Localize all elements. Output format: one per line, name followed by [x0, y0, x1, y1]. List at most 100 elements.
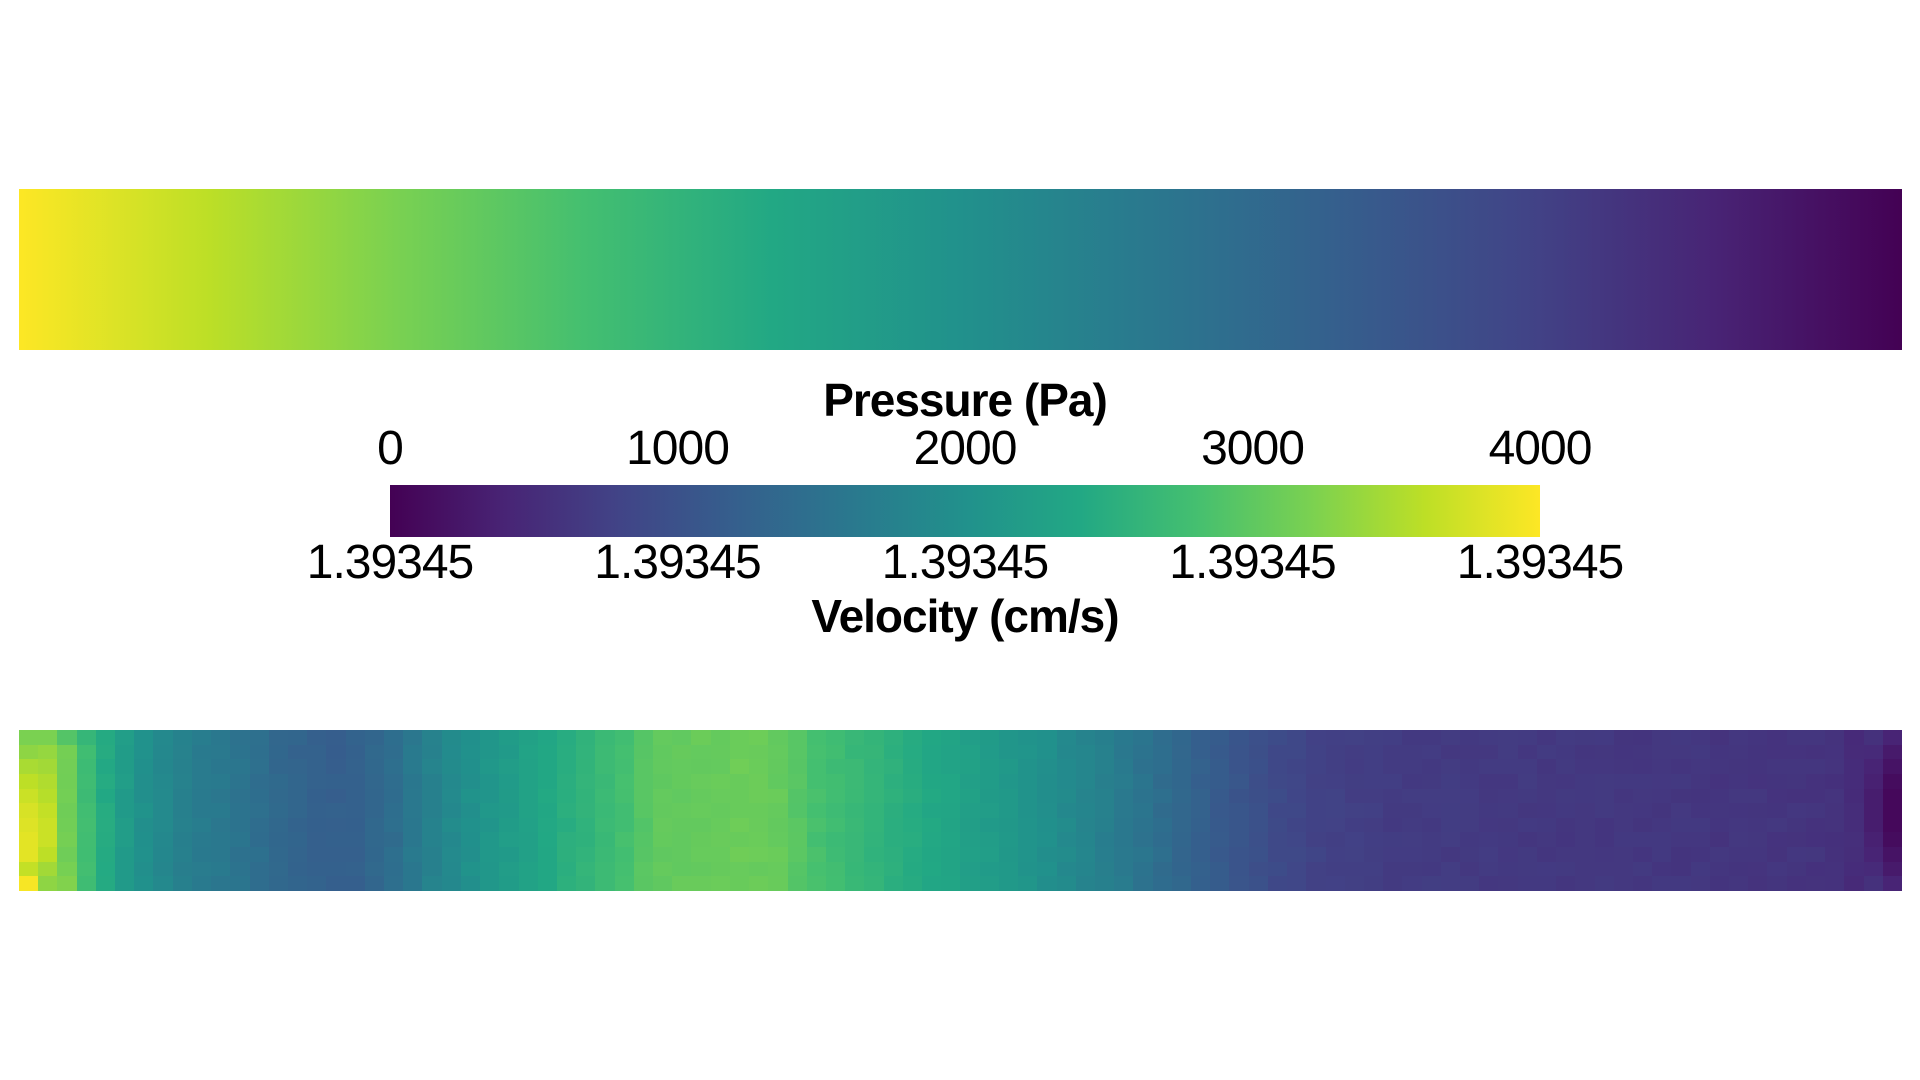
velocity-heatmap-cell [1632, 744, 1653, 760]
velocity-heatmap-cell [1210, 744, 1230, 760]
velocity-heatmap-cell [460, 876, 481, 891]
velocity-heatmap-cell [1171, 788, 1192, 804]
velocity-heatmap-cell [1575, 861, 1595, 877]
velocity-heatmap-cell [287, 832, 308, 848]
velocity-heatmap-cell [499, 876, 519, 891]
velocity-heatmap-cell [1037, 876, 1057, 891]
velocity-heatmap-cell [134, 832, 154, 848]
velocity-heatmap-cell [1748, 773, 1768, 789]
velocity-heatmap-cell [1210, 817, 1230, 833]
velocity-heatmap-cell [249, 803, 269, 818]
velocity-heatmap-cell [115, 861, 135, 877]
velocity-heatmap-cell [1114, 876, 1134, 891]
velocity-heatmap-cell [537, 773, 557, 789]
velocity-heatmap-cell [518, 744, 538, 760]
velocity-heatmap-cell [1517, 847, 1537, 862]
velocity-heatmap-cell [749, 759, 769, 774]
velocity-heatmap-cell [460, 759, 481, 774]
velocity-heatmap-cell [1767, 876, 1787, 891]
velocity-heatmap-cell [1287, 759, 1307, 774]
velocity-heatmap-cell [384, 744, 404, 760]
velocity-heatmap-cell [902, 803, 923, 818]
velocity-heatmap-cell [1805, 730, 1826, 745]
velocity-heatmap-cell [172, 744, 192, 760]
velocity-heatmap-cell [1517, 773, 1537, 789]
velocity-heatmap-cell [1632, 773, 1653, 789]
velocity-heatmap-cell [1786, 847, 1806, 862]
velocity-heatmap-cell [595, 773, 615, 789]
velocity-heatmap-cell [1613, 773, 1633, 789]
velocity-tick-labels: 1.39345 1.39345 1.39345 1.39345 1.39345 [307, 538, 1625, 588]
velocity-heatmap-cell [1652, 803, 1672, 818]
velocity-heatmap-cell [806, 847, 826, 862]
velocity-heatmap-cell [1479, 847, 1499, 862]
velocity-heatmap-cell [422, 832, 442, 848]
velocity-heatmap-cell [1709, 759, 1730, 774]
velocity-heatmap-cell [1094, 744, 1115, 760]
velocity-heatmap-cell [1287, 832, 1307, 848]
velocity-heatmap-cell [422, 876, 442, 891]
velocity-heatmap-cell [941, 730, 961, 745]
velocity-heatmap-cell [614, 773, 634, 789]
velocity-heatmap-cell [287, 730, 308, 745]
velocity-heatmap-cell [1267, 817, 1288, 833]
velocity-heatmap-cell [1594, 861, 1614, 877]
velocity-heatmap-cell [806, 773, 826, 789]
velocity-heatmap-cell [1075, 759, 1095, 774]
velocity-heatmap-cell [172, 817, 192, 833]
velocity-heatmap-cell [556, 847, 577, 862]
velocity-heatmap-cell [499, 817, 519, 833]
velocity-heatmap-cell [1882, 788, 1902, 804]
velocity-heatmap-cell [1287, 803, 1307, 818]
velocity-heatmap-cell [1786, 788, 1806, 804]
velocity-heatmap-cell [537, 744, 557, 760]
velocity-heatmap-cell [633, 861, 654, 877]
velocity-heatmap-cell [1056, 803, 1076, 818]
velocity-heatmap-cell [1748, 861, 1768, 877]
velocity-heatmap-cell [1517, 759, 1537, 774]
velocity-heatmap-cell [1748, 847, 1768, 862]
velocity-heatmap-cell [1498, 803, 1518, 818]
velocity-heatmap-cell [134, 730, 154, 745]
velocity-heatmap-cell [1786, 803, 1806, 818]
velocity-heatmap-cell [922, 876, 942, 891]
velocity-heatmap-cell [1498, 744, 1518, 760]
velocity-heatmap-cell [825, 876, 846, 891]
velocity-heatmap-cell [1460, 744, 1480, 760]
velocity-heatmap-cell [1440, 803, 1461, 818]
velocity-heatmap-cell [364, 817, 385, 833]
velocity-heatmap-cell [1402, 744, 1422, 760]
velocity-heatmap-cell [384, 832, 404, 848]
velocity-heatmap-cell [230, 788, 250, 804]
velocity-heatmap-cell [115, 744, 135, 760]
velocity-heatmap-cell [922, 832, 942, 848]
velocity-heatmap-cell [825, 817, 846, 833]
velocity-heatmap-cell [480, 803, 500, 818]
velocity-heatmap-cell [749, 817, 769, 833]
velocity-heatmap-cell [787, 817, 807, 833]
velocity-heatmap-cell [998, 773, 1019, 789]
velocity-heatmap-cell [1267, 788, 1288, 804]
velocity-heatmap-cell [1191, 759, 1211, 774]
velocity-heatmap-cell [1402, 759, 1422, 774]
velocity-heatmap-cell [1517, 876, 1537, 891]
velocity-heatmap-cell [1402, 817, 1422, 833]
velocity-heatmap-cell [1863, 817, 1883, 833]
velocity-heatmap-cell [1075, 817, 1095, 833]
velocity-heatmap-cell [1152, 803, 1172, 818]
velocity-heatmap-cell [95, 861, 116, 877]
velocity-heatmap-cell [1882, 876, 1902, 891]
velocity-heatmap-cell [307, 773, 327, 789]
velocity-heatmap-cell [1210, 730, 1230, 745]
velocity-heatmap-cell [268, 861, 288, 877]
velocity-heatmap-cell [883, 803, 903, 818]
velocity-heatmap-cell [1344, 803, 1364, 818]
pressure-legend-title: Pressure (Pa) [823, 374, 1108, 426]
velocity-heatmap-cell [960, 744, 980, 760]
velocity-heatmap-cell [1075, 861, 1095, 877]
velocity-heatmap-cell [1882, 744, 1902, 760]
velocity-heatmap-cell [576, 847, 596, 862]
velocity-heatmap-cell [1690, 803, 1710, 818]
velocity-heatmap-cell [345, 744, 365, 760]
velocity-heatmap-cell [38, 744, 58, 760]
